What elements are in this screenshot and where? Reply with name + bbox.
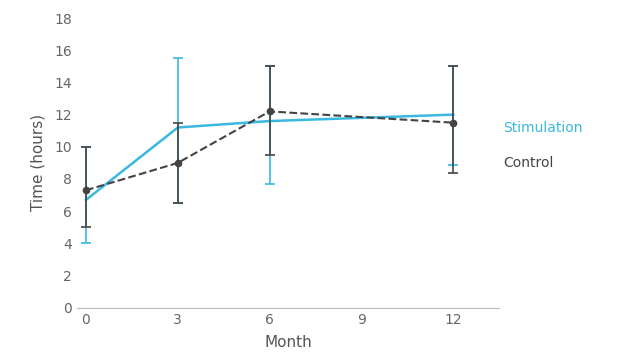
Y-axis label: Time (hours): Time (hours) xyxy=(31,114,46,211)
X-axis label: Month: Month xyxy=(264,335,312,350)
Text: Stimulation: Stimulation xyxy=(504,121,583,135)
Text: Control: Control xyxy=(504,156,554,170)
